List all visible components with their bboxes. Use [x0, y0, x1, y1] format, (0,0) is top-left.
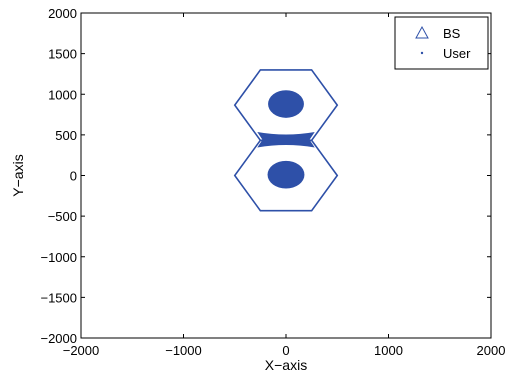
y-axis-label: Y−axis [10, 154, 26, 196]
y-tick-label: 2000 [48, 6, 77, 21]
y-tick-label: −1000 [40, 250, 77, 265]
y-tick-label: 0 [70, 169, 77, 184]
y-tick-label: −500 [48, 209, 77, 224]
y-tick-label: 500 [55, 128, 77, 143]
user-cluster [268, 90, 304, 118]
user-cluster [257, 132, 315, 148]
user-points [257, 90, 315, 189]
legend-label-bs: BS [443, 26, 461, 41]
x-axis-label: X−axis [265, 357, 307, 373]
cell-hexagon [233, 139, 339, 212]
y-tick-label: 1000 [48, 87, 77, 102]
x-tick-label: 0 [282, 343, 289, 358]
legend-label-user: User [443, 46, 471, 61]
x-tick-label: 1000 [374, 343, 403, 358]
y-tick-label: −1500 [40, 290, 77, 305]
y-tick-label: 1500 [48, 47, 77, 62]
user-cluster [267, 160, 305, 189]
legend-box [394, 16, 489, 70]
x-tick-label: −1000 [165, 343, 202, 358]
triangle-marker-icon [415, 25, 429, 39]
legend: BS User [394, 16, 489, 70]
cell-boundaries [233, 69, 339, 212]
axis-ticks: −2000 −1000 0 1000 2000 −2000 −1500 −1000 −500 0 5… [40, 6, 505, 358]
x-tick-label: 2000 [477, 343, 506, 358]
x-tick-label: −2000 [63, 343, 100, 358]
y-tick-label: −2000 [40, 331, 77, 346]
dot-marker-icon [420, 51, 424, 55]
